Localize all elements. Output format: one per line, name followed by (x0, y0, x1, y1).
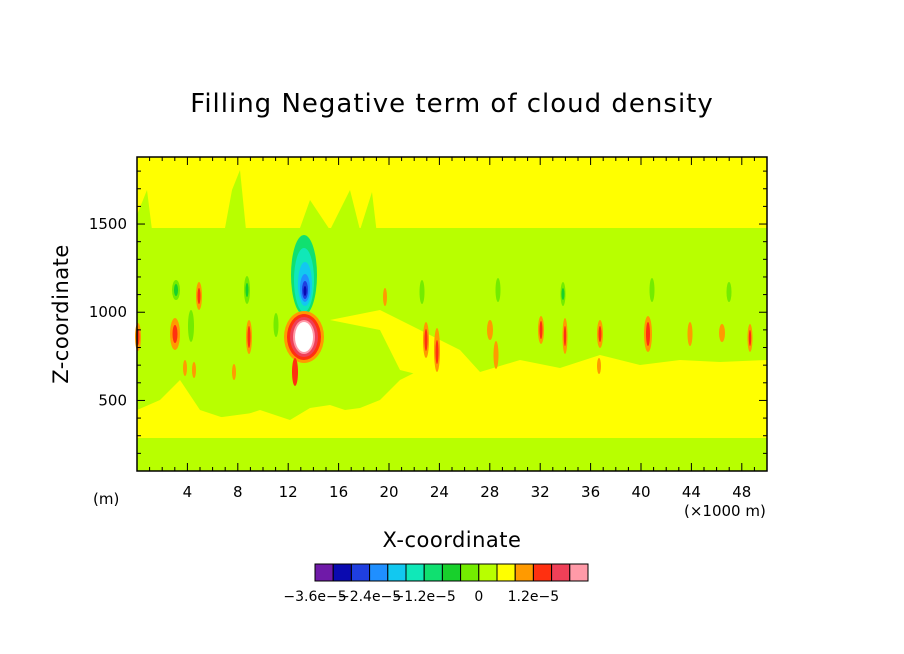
colorbar-swatch (514, 563, 534, 582)
colorbar-label: −1.2e−5 (393, 589, 456, 605)
x-tick-label: 24 (430, 483, 449, 501)
colorbar-swatch (314, 563, 334, 582)
x-tick-label: 28 (480, 483, 499, 501)
x-tick-label: 20 (379, 483, 398, 501)
colorbar-label: −2.4e−5 (338, 589, 401, 605)
y-tick-label: 500 (98, 391, 127, 409)
y-tick-label: 1000 (89, 303, 127, 321)
colorbar-label: 0 (474, 589, 483, 605)
x-tick-label: 44 (682, 483, 701, 501)
x-tick-label: 8 (233, 483, 243, 501)
x-tick-labels: 4 8 12 16 20 24 28 32 36 40 44 48 (183, 483, 752, 501)
colorbar-swatch (405, 563, 425, 582)
x-tick-label: 16 (329, 483, 348, 501)
x-tick-label: 36 (581, 483, 600, 501)
x-tick-label: 4 (183, 483, 193, 501)
plot-area (135, 156, 768, 472)
negative-core (291, 235, 317, 315)
chart-title: Filling Negative term of cloud density (190, 89, 714, 119)
colorbar-label: 1.2e−5 (508, 589, 560, 605)
x-units-right: (×1000 m) (684, 502, 766, 520)
yellow-patch-lower (200, 412, 420, 438)
colorbar-swatch (441, 563, 462, 582)
colorbar-label: −3.6e−5 (283, 589, 346, 605)
colorbar-swatch (532, 563, 553, 582)
positive-core (284, 311, 324, 386)
y-tick-label: 1500 (89, 215, 127, 233)
streaks-teal (174, 283, 565, 300)
colorbar-labels: −3.6e−5−2.4e−5−1.2e−5 0 1.2e−5 (283, 589, 559, 605)
colorbar-swatch (332, 563, 352, 582)
x-axis-label: X-coordinate (383, 528, 522, 552)
colorbar-swatch (350, 563, 371, 582)
x-tick-label: 32 (531, 483, 550, 501)
colorbar-swatch (478, 563, 498, 582)
colorbar-swatch (496, 563, 516, 582)
y-axis-label: Z-coordinate (49, 244, 73, 384)
green-band-lower (137, 438, 767, 471)
x-tick-label: 40 (631, 483, 650, 501)
x-tick-label: 12 (279, 483, 298, 501)
colorbar-swatch (460, 563, 480, 582)
x-tick-label: 48 (732, 483, 751, 501)
colorbar-swatch (423, 563, 443, 582)
streaks-green (172, 276, 732, 342)
x-units-left: (m) (93, 490, 119, 508)
y-tick-labels: 500 1000 1500 (89, 215, 127, 409)
colorbar (314, 563, 589, 582)
colorbar-swatch (387, 563, 407, 582)
colorbar-swatch (569, 563, 589, 582)
yellow-patch-middle (330, 310, 480, 380)
axis-ticks (137, 157, 767, 471)
colorbar-swatch (551, 563, 571, 582)
colorbar-swatch (369, 563, 389, 582)
